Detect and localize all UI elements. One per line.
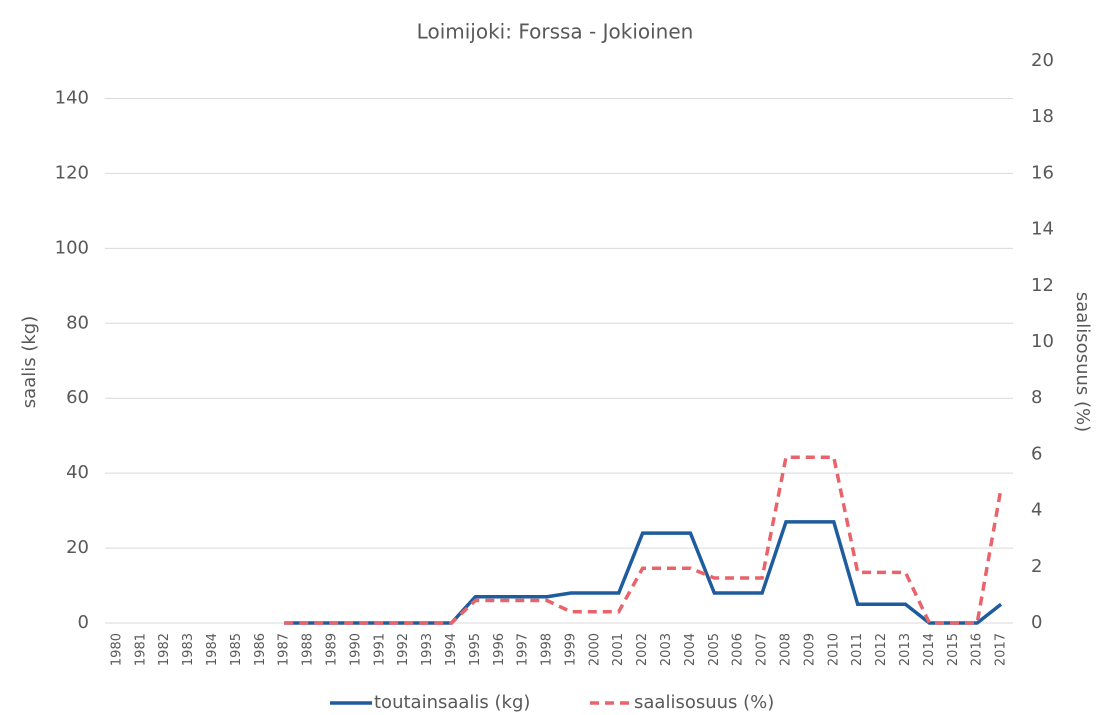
x-tick-label: 2005 [707, 633, 722, 666]
y2-tick-label: 10 [1031, 331, 1054, 352]
y-tick-label: 0 [78, 612, 89, 633]
x-tick-label: 1994 [444, 633, 459, 666]
x-tick-label: 1981 [133, 633, 148, 666]
y-axis-label: saalis (kg) [19, 316, 40, 408]
x-tick-label: 1983 [181, 633, 196, 666]
x-tick-label: 2016 [970, 633, 985, 666]
x-tick-label: 2015 [946, 633, 961, 666]
y2-tick-label: 4 [1031, 500, 1042, 521]
y2-tick-label: 12 [1031, 275, 1054, 296]
x-tick-label: 2003 [659, 633, 674, 666]
x-tick-label: 2002 [635, 633, 650, 666]
y2-tick-label: 8 [1031, 387, 1042, 408]
x-tick-label: 2014 [922, 633, 937, 666]
x-tick-label: 2012 [874, 633, 889, 666]
x-tick-label: 2006 [731, 633, 746, 666]
y-tick-label: 40 [66, 462, 89, 483]
chart-title: Loimijoki: Forssa - Jokioinen [417, 20, 694, 44]
y2-tick-label: 18 [1031, 106, 1054, 127]
y2-tick-label: 2 [1031, 556, 1042, 577]
y-tick-label: 20 [66, 537, 89, 558]
y-tick-label: 140 [55, 87, 89, 108]
y2-tick-label: 16 [1031, 162, 1054, 183]
x-tick-label: 1987 [277, 633, 292, 666]
x-tick-label: 2013 [898, 633, 913, 666]
y-tick-label: 60 [66, 387, 89, 408]
x-tick-label: 2004 [683, 633, 698, 666]
y2-tick-label: 6 [1031, 443, 1042, 464]
series-line [284, 455, 1003, 625]
x-tick-label: 1984 [205, 633, 220, 666]
legend-label: saalisosuus (%) [634, 692, 774, 713]
y2-tick-label: 20 [1031, 50, 1054, 71]
y-tick-label: 120 [55, 162, 89, 183]
x-tick-label: 1996 [492, 633, 507, 666]
x-tick-label: 2007 [755, 633, 770, 666]
x-tick-label: 1988 [301, 633, 316, 666]
x-tick-label: 2011 [850, 633, 865, 666]
x-tick-label: 1993 [420, 633, 435, 666]
x-tick-label: 2001 [611, 633, 626, 666]
x-tick-label: 1991 [372, 633, 387, 666]
y2-tick-label: 14 [1031, 219, 1054, 240]
x-tick-label: 2017 [994, 633, 1009, 666]
x-tick-label: 2010 [826, 633, 841, 666]
x-tick-label: 1989 [325, 633, 340, 666]
x-tick-label: 1980 [109, 633, 124, 666]
x-tick-label: 1997 [516, 633, 531, 666]
x-tick-label: 1995 [468, 633, 483, 666]
y2-tick-label: 0 [1031, 612, 1042, 633]
y2-axis-label: saalisosuus (%) [1072, 292, 1093, 432]
legend-label: toutainsaalis (kg) [374, 692, 530, 713]
x-tick-label: 1986 [253, 633, 268, 666]
x-tick-label: 2000 [587, 633, 602, 666]
y-tick-label: 100 [55, 237, 89, 258]
x-tick-label: 1982 [157, 633, 172, 666]
y-tick-label: 80 [66, 312, 89, 333]
x-tick-label: 1999 [563, 633, 578, 666]
x-tick-label: 1990 [348, 633, 363, 666]
x-tick-label: 2009 [802, 633, 817, 666]
x-tick-label: 1998 [540, 633, 555, 666]
x-tick-label: 1985 [229, 633, 244, 666]
x-tick-label: 1992 [396, 633, 411, 666]
x-tick-label: 2008 [779, 633, 794, 666]
series-line [284, 520, 1003, 625]
